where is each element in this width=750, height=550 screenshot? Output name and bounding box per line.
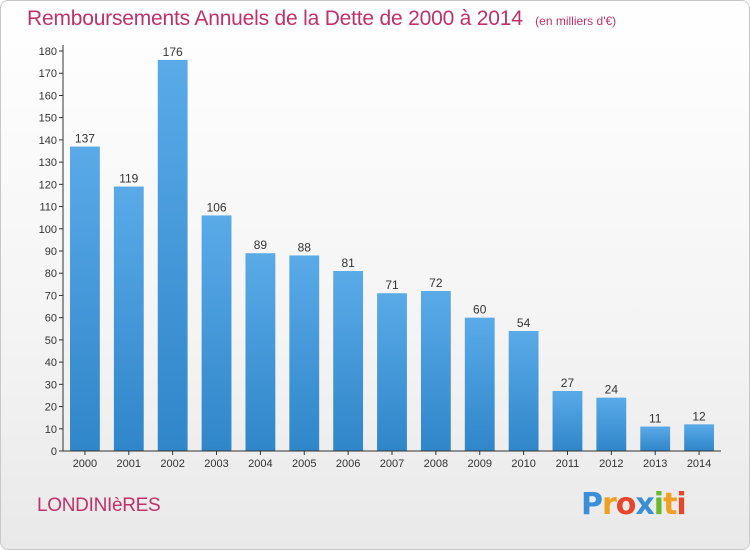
- bar: [70, 146, 100, 452]
- y-tick-label: 0: [51, 446, 57, 458]
- x-tick-label: 2014: [687, 458, 711, 470]
- x-tick-label: 2000: [73, 458, 97, 470]
- data-label: 71: [385, 278, 399, 292]
- proxiti-logo: Proxiti: [581, 487, 687, 522]
- data-label: 176: [163, 45, 183, 59]
- y-tick-label: 50: [45, 335, 57, 347]
- bar: [157, 59, 188, 452]
- y-tick-label: 80: [45, 268, 57, 280]
- y-tick-label: 130: [39, 157, 57, 169]
- y-axis-ticks: 0 10 20 30 40 50 60 70 80 90 100 110 120 130 140 150 160…: [39, 46, 63, 458]
- y-tick-label: 110: [39, 202, 57, 214]
- logo-letter: x: [635, 487, 654, 522]
- data-label: 24: [605, 383, 619, 397]
- y-tick-label: 30: [45, 379, 57, 391]
- chart-title: Remboursements Annuels de la Dette de 20…: [27, 7, 523, 30]
- logo-letter: t: [663, 487, 677, 522]
- bar: [333, 271, 364, 451]
- x-tick-label: 2011: [556, 458, 580, 470]
- data-label: 88: [298, 240, 312, 254]
- logo-letter: o: [615, 487, 637, 522]
- y-tick-label: 40: [45, 357, 57, 369]
- y-tick-label: 140: [39, 135, 57, 147]
- chart-subtitle: (en milliers d'€): [535, 14, 617, 28]
- bar: [113, 186, 144, 452]
- data-label: 106: [207, 200, 227, 214]
- bar: [201, 215, 232, 451]
- y-tick-label: 160: [39, 90, 57, 102]
- x-tick-label: 2012: [599, 458, 623, 470]
- x-tick-label: 2002: [160, 458, 184, 470]
- x-tick-label: 2004: [248, 458, 272, 470]
- x-tick-label: 2005: [292, 458, 316, 470]
- bar: [552, 391, 583, 451]
- bar: [377, 293, 407, 451]
- bar: [289, 255, 320, 451]
- y-tick-label: 70: [45, 290, 57, 302]
- data-label: 60: [473, 303, 487, 317]
- chart-header: Remboursements Annuels de la Dette de 20…: [27, 7, 616, 31]
- data-label: 89: [254, 238, 268, 252]
- data-label: 119: [119, 172, 138, 186]
- bar: [508, 331, 539, 451]
- x-tick-label: 2003: [204, 458, 228, 470]
- data-label: 72: [429, 276, 443, 290]
- y-tick-label: 120: [39, 179, 57, 191]
- x-tick-label: 2006: [336, 458, 360, 470]
- data-labels: 137 119 176 106 89 88 81 71 72 60 54 27 24 11 12: [75, 45, 706, 426]
- data-label: 54: [517, 316, 531, 330]
- y-tick-label: 90: [45, 246, 57, 258]
- y-tick-label: 60: [45, 313, 57, 325]
- place-name: LONDINIèRES: [37, 495, 161, 516]
- bar: [684, 424, 714, 451]
- logo-letter: P: [581, 487, 603, 522]
- bars-group: [70, 59, 714, 452]
- x-tick-label: 2013: [643, 458, 667, 470]
- y-tick-label: 10: [45, 424, 57, 436]
- logo-letter: i: [653, 487, 664, 522]
- bar: [640, 426, 671, 451]
- logo-letter: r: [602, 487, 617, 522]
- bar: [420, 291, 451, 451]
- data-label: 12: [692, 409, 706, 423]
- x-tick-label: 2001: [117, 458, 141, 470]
- x-axis-ticks: 2000 2001 2002 2003 2004 2005 2006 2007 2008 2009…: [73, 451, 711, 470]
- data-label: 11: [649, 412, 662, 426]
- bar: [464, 317, 495, 451]
- y-tick-label: 20: [45, 402, 57, 414]
- data-label: 81: [341, 256, 355, 270]
- y-tick-label: 170: [39, 68, 57, 80]
- y-tick-label: 100: [39, 224, 57, 236]
- y-tick-label: 150: [39, 113, 57, 125]
- x-tick-label: 2008: [424, 458, 448, 470]
- y-tick-label: 180: [39, 46, 57, 58]
- bar: [245, 253, 276, 451]
- logo-letter: i: [676, 487, 686, 522]
- data-label: 27: [561, 376, 575, 390]
- data-label: 137: [75, 132, 95, 146]
- bar: [596, 397, 627, 451]
- x-tick-label: 2009: [467, 458, 491, 470]
- x-tick-label: 2010: [511, 458, 535, 470]
- x-tick-label: 2007: [380, 458, 404, 470]
